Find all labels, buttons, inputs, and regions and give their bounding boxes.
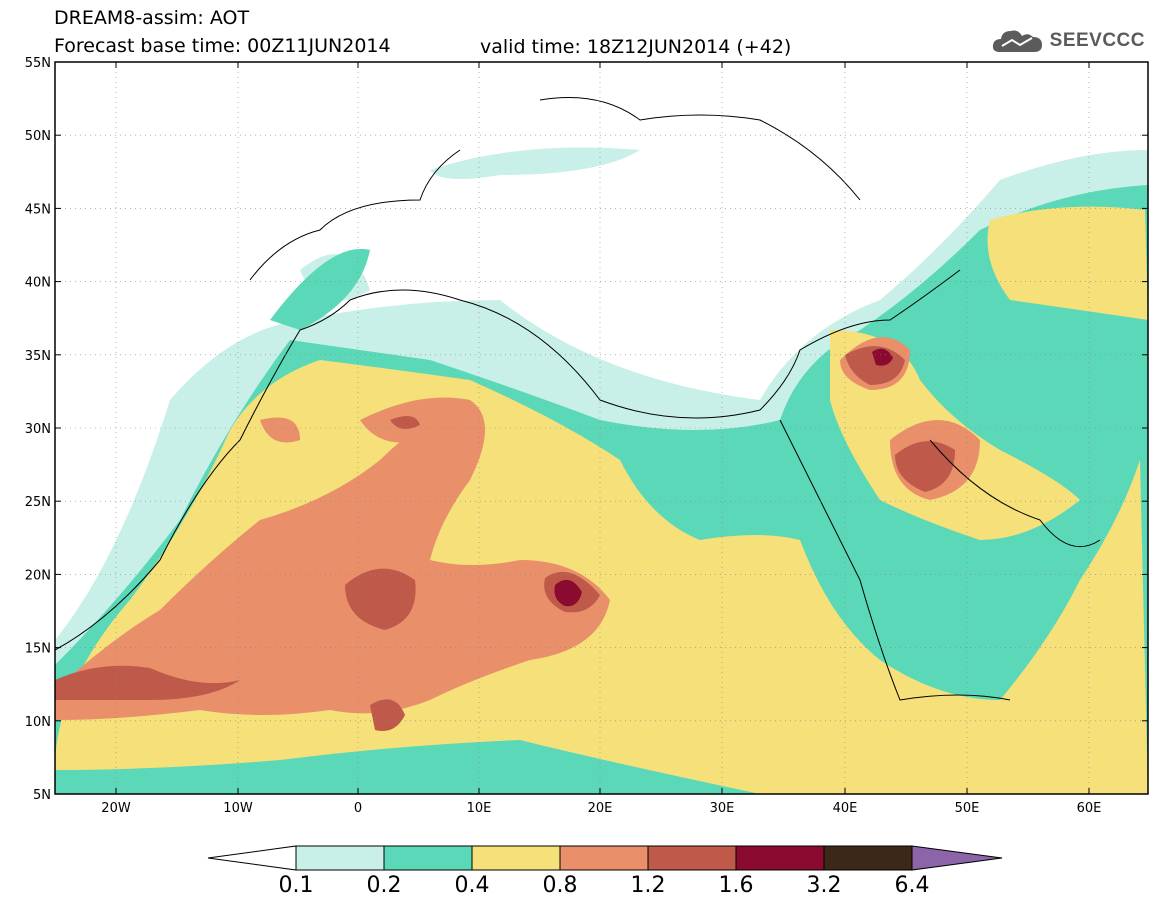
- lat-label: 20N: [25, 568, 51, 583]
- colorbar-swatch: [823, 845, 913, 871]
- colorbar-label: 6.4: [895, 873, 930, 898]
- lat-label: 30N: [25, 422, 51, 437]
- aot-band-1.2: [55, 665, 240, 700]
- lat-label: 10N: [25, 715, 51, 730]
- lon-label: 40E: [833, 801, 858, 816]
- colorbar-swatch: [383, 845, 473, 871]
- seevccc-logo: SEEVCCC: [992, 26, 1145, 56]
- longitude-labels: 20W 10W 0 10E 20E 30E 40E 50E 60E: [101, 801, 1101, 816]
- colorbar-swatch: [559, 845, 649, 871]
- colorbar-swatch: [295, 845, 385, 871]
- chart-title: DREAM8-assim: AOT: [54, 7, 250, 29]
- colorbar-label: 1.6: [719, 873, 754, 898]
- colorbar-swatch: [735, 845, 825, 871]
- aot-band-1.6: [554, 579, 582, 607]
- lat-label: 35N: [25, 349, 51, 364]
- coastlines: [55, 97, 1101, 701]
- colorbar-label: 0.1: [279, 873, 314, 898]
- aot-band-0.8: [55, 400, 610, 720]
- colorbar-label: 0.2: [367, 873, 402, 898]
- cloud-icon: [992, 30, 1042, 52]
- colorbar-swatch: [471, 845, 561, 871]
- lon-label: 10W: [223, 801, 253, 816]
- lat-label: 5N: [33, 788, 51, 803]
- lat-label: 50N: [25, 129, 51, 144]
- aot-field: [55, 62, 1148, 794]
- lat-label: 40N: [25, 276, 51, 291]
- colorbar-label: 3.2: [807, 873, 842, 898]
- latitude-labels: 55N 50N 45N 40N 35N 30N 25N 20N 15N 10N 5N: [25, 56, 51, 803]
- lon-label: 30E: [710, 801, 735, 816]
- graticule: [55, 61, 1148, 795]
- colorbar-label: 1.2: [631, 873, 666, 898]
- colorbar-swatch: [647, 845, 737, 871]
- lon-label: 20E: [588, 801, 613, 816]
- lon-label: 0: [354, 801, 362, 816]
- valid-time: valid time: 18Z12JUN2014 (+42): [480, 36, 792, 58]
- lon-label: 50E: [955, 801, 980, 816]
- lon-label: 10E: [467, 801, 492, 816]
- logo-text: SEEVCCC: [1049, 30, 1145, 51]
- lat-label: 45N: [25, 202, 51, 217]
- lat-label: 25N: [25, 495, 51, 510]
- colorbar-label: 0.8: [543, 873, 578, 898]
- colorbar-label: 0.4: [455, 873, 490, 898]
- lon-label: 60E: [1077, 801, 1102, 816]
- colorbar: 0.1 0.2 0.4 0.8 1.2 1.6 3.2 6.4: [207, 845, 1003, 898]
- forecast-base-time: Forecast base time: 00Z11JUN2014: [54, 35, 391, 57]
- lat-label: 15N: [25, 642, 51, 657]
- lon-label: 20W: [101, 801, 131, 816]
- colorbar-arrow-low: [207, 845, 297, 871]
- lat-label: 55N: [25, 56, 51, 71]
- colorbar-arrow-high: [911, 845, 1003, 871]
